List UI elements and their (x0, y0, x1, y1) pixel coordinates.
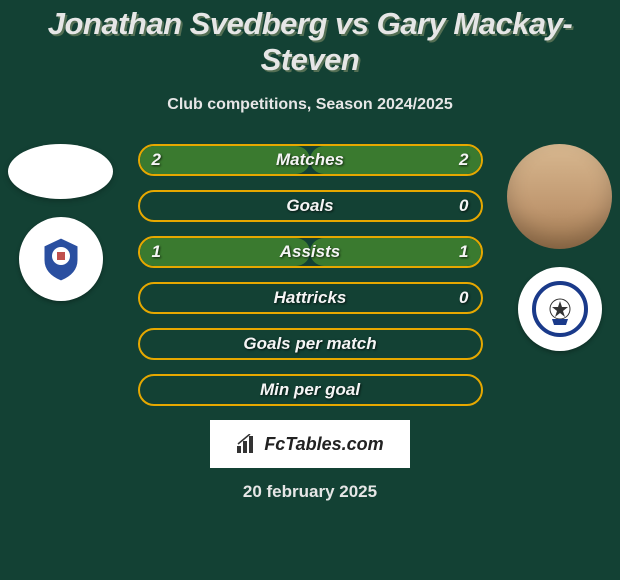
stat-value-right: 1 (447, 238, 480, 266)
stat-bar: Goals0 (138, 190, 483, 222)
stat-bar: Matches2 2 (138, 144, 483, 176)
stat-label: Goals per match (140, 330, 481, 358)
club-crest-icon (532, 281, 588, 337)
stat-label: Assists (140, 238, 481, 266)
date-label: 20 february 2025 (0, 482, 620, 502)
stat-value-left: 2 (140, 146, 173, 174)
right-player-avatar (507, 144, 612, 249)
stat-label: Min per goal (140, 376, 481, 404)
left-player-column (8, 144, 113, 301)
stat-value-right: 2 (447, 146, 480, 174)
stat-label: Matches (140, 146, 481, 174)
content-area: Matches22Goals0Assists11Hattricks0Goals … (0, 144, 620, 502)
shield-icon (36, 234, 86, 284)
stat-bar: Hattricks0 (138, 282, 483, 314)
left-club-badge (19, 217, 103, 301)
stat-value-left: 1 (140, 238, 173, 266)
stat-bar: Min per goal (138, 374, 483, 406)
stat-value-right: 0 (447, 192, 480, 220)
stat-bar: Goals per match (138, 328, 483, 360)
chart-icon (236, 434, 258, 454)
logo-text: FcTables.com (264, 434, 383, 455)
left-player-avatar (8, 144, 113, 199)
fctables-logo: FcTables.com (210, 420, 410, 468)
page-title: Jonathan Svedberg vs Gary Mackay-Steven (0, 0, 620, 78)
stats-bars: Matches22Goals0Assists11Hattricks0Goals … (138, 144, 483, 406)
stat-label: Goals (140, 192, 481, 220)
right-club-badge (518, 267, 602, 351)
stat-bar: Assists1 1 (138, 236, 483, 268)
subtitle: Club competitions, Season 2024/2025 (0, 96, 620, 114)
stat-value-right: 0 (447, 284, 480, 312)
stat-label: Hattricks (140, 284, 481, 312)
right-player-column (507, 144, 612, 351)
comparison-card: Jonathan Svedberg vs Gary Mackay-Steven … (0, 0, 620, 580)
